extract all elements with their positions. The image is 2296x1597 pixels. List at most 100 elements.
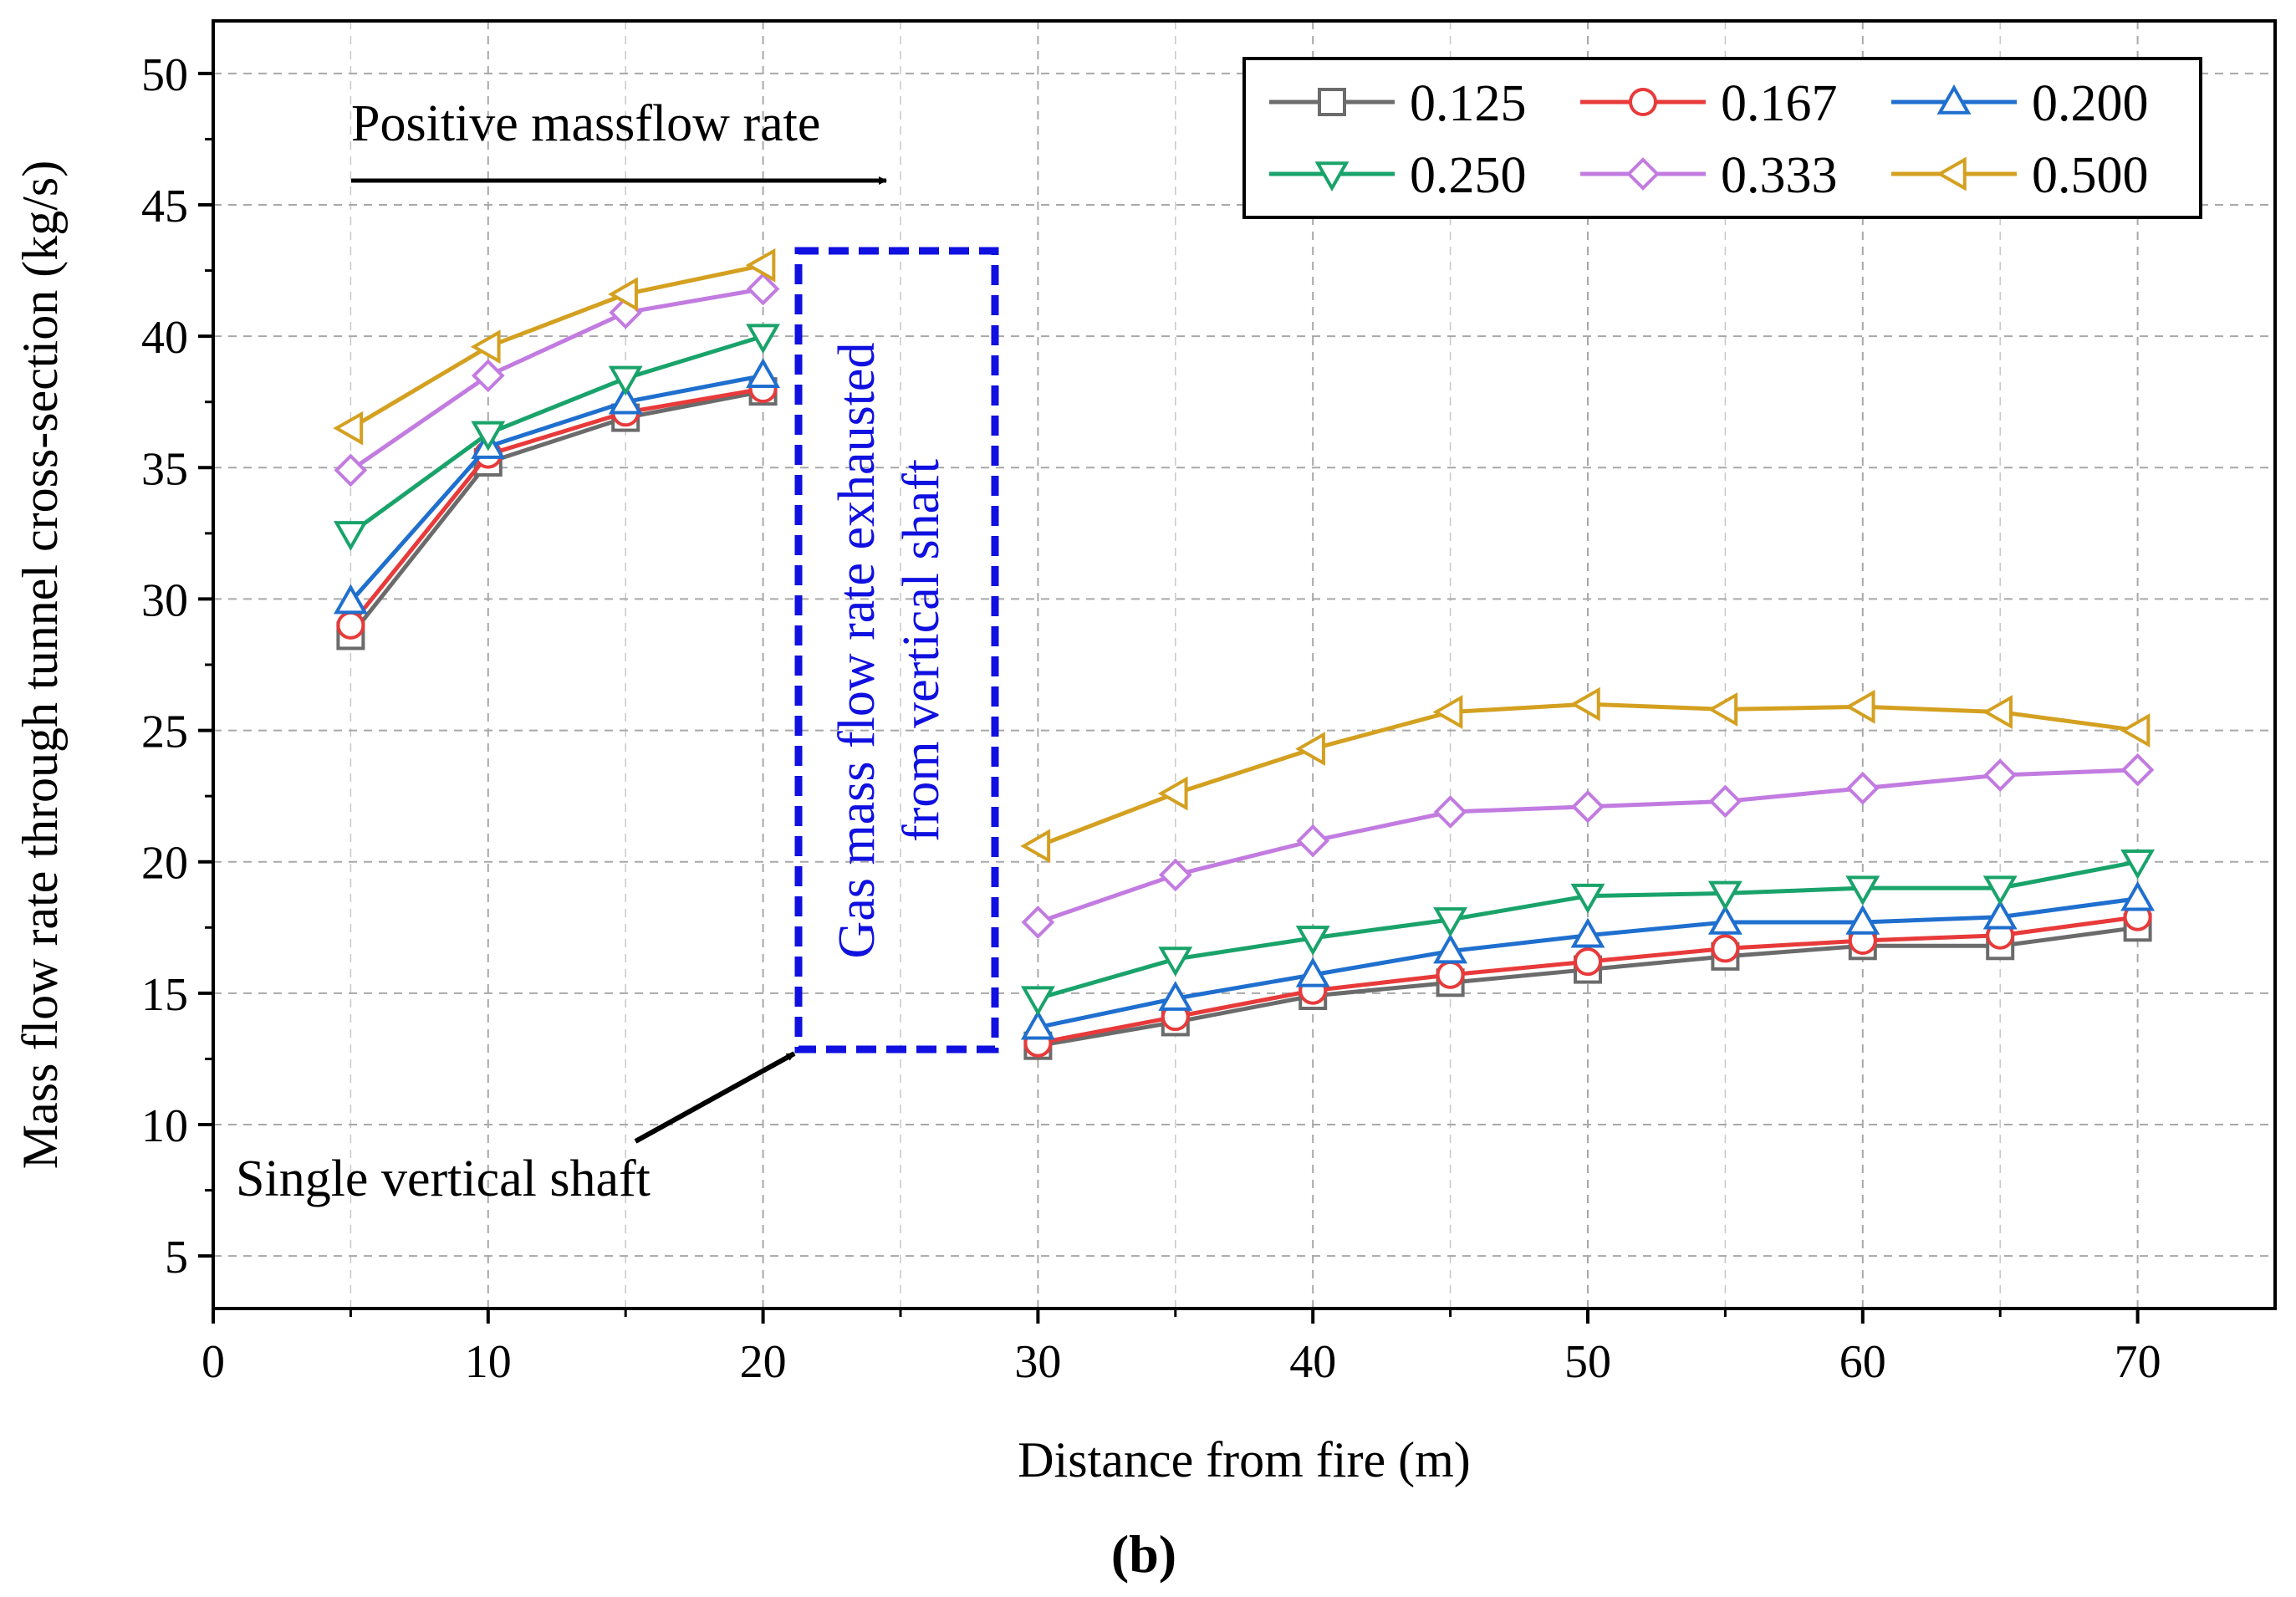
legend-item: 0.500: [1891, 147, 2149, 204]
x-tick-label: 60: [1839, 1336, 1886, 1388]
data-point: [1570, 883, 1605, 914]
data-point: [1436, 960, 1465, 989]
y-tick-label: 40: [141, 312, 188, 364]
series-0.333: [334, 272, 2155, 939]
data-point: [1707, 904, 1742, 935]
data-point: [608, 365, 643, 396]
x-tick-label: 0: [202, 1336, 225, 1388]
legend-item: 0.125: [1269, 75, 1527, 132]
data-point: [1845, 904, 1880, 935]
data-point: [1708, 784, 1742, 819]
y-tick-label: 35: [141, 443, 188, 495]
data-point: [1982, 899, 2018, 930]
series-line: [349, 386, 764, 627]
legend-item: 0.167: [1580, 75, 1838, 132]
y-tick-label: 45: [141, 181, 188, 232]
data-series: [333, 247, 2156, 1060]
x-tick-label: 30: [1014, 1336, 1061, 1388]
series-line: [349, 334, 764, 535]
x-tick-label: 10: [465, 1336, 512, 1388]
axes: 0 10 20 30 40 50 60 70 5 10 15 20 25 30 35 40 45 50: [141, 49, 2161, 1388]
data-point: [1844, 689, 1875, 724]
data-point: [470, 329, 501, 365]
data-point: [1982, 695, 2013, 730]
data-point: [608, 384, 643, 415]
data-point: [746, 324, 781, 355]
shaft-exhaust-label-line1: Gas mass flow rate exhausted: [829, 343, 885, 959]
x-tick-label: 40: [1289, 1336, 1336, 1388]
series-0.250: [333, 324, 2156, 1017]
data-point: [2120, 753, 2155, 787]
series-0.200: [333, 358, 2156, 1040]
data-point: [333, 411, 364, 446]
data-point: [745, 247, 776, 283]
data-point: [2120, 713, 2151, 748]
data-point: [333, 584, 368, 615]
y-tick-label: 5: [165, 1232, 188, 1283]
data-point: [1707, 880, 1742, 911]
legend-item: 0.250: [1269, 147, 1527, 204]
data-point: [1157, 776, 1188, 811]
panel-label: (b): [1111, 1524, 1176, 1584]
y-tick-label: 20: [141, 838, 188, 890]
data-point: [471, 421, 506, 452]
data-point: [1433, 933, 1468, 964]
data-point: [1295, 926, 1330, 956]
series-line: [349, 287, 764, 472]
data-point: [1845, 875, 1880, 906]
legend-label: 0.200: [2032, 75, 2149, 132]
legend-label: 0.333: [1721, 147, 1838, 204]
legend-swatch-marker: [1626, 157, 1660, 191]
data-point: [1707, 691, 1738, 727]
legend-swatch-marker: [1936, 84, 1972, 115]
y-axis-title: Mass flow rate through tunnel cross-sect…: [13, 161, 68, 1169]
data-point: [471, 359, 505, 393]
data-point: [1158, 946, 1193, 977]
single-shaft-label: Single vertical shaft: [236, 1151, 651, 1207]
series-line: [349, 389, 764, 637]
data-point: [336, 610, 365, 640]
series-0.167: [336, 375, 2152, 1058]
data-point: [1020, 1009, 1055, 1040]
data-point: [2120, 880, 2156, 911]
data-point: [1845, 771, 1880, 805]
data-point: [746, 358, 781, 389]
y-tick-label: 30: [141, 574, 188, 626]
data-point: [1295, 957, 1330, 987]
single-shaft-arrow: [634, 1051, 796, 1144]
series-line: [349, 373, 764, 604]
data-point: [1983, 758, 2018, 792]
x-tick-label: 20: [740, 1336, 787, 1388]
legend: 0.125 0.167 0.200 0.250 0.333 0.500: [1242, 57, 2202, 219]
data-point: [2120, 849, 2156, 880]
data-point: [1982, 875, 2018, 906]
x-tick-label: 70: [2115, 1336, 2161, 1388]
series-0.125: [336, 377, 2152, 1060]
data-point: [1569, 686, 1600, 722]
data-point: [1571, 789, 1605, 824]
data-point: [1158, 981, 1193, 1011]
legend-swatch-marker: [1318, 88, 1346, 116]
data-point: [1711, 934, 1740, 963]
series-0.500: [333, 247, 2151, 864]
shaft-exhaust-label-line2: from vertical shaft: [893, 459, 950, 842]
series-line: [350, 263, 764, 431]
data-point: [1021, 906, 1055, 939]
legend-swatch-marker: [1629, 88, 1657, 116]
legend-swatch-marker: [1314, 161, 1350, 192]
data-point: [1570, 917, 1605, 948]
data-point: [333, 521, 368, 551]
data-point: [334, 453, 368, 487]
legend-swatch-marker: [1936, 156, 1967, 191]
y-tick-label: 25: [141, 707, 188, 758]
legend-item: 0.200: [1891, 75, 2149, 132]
shaft-exhaust-box: [794, 247, 999, 1054]
data-point: [1296, 824, 1330, 858]
y-tick-label: 15: [141, 969, 188, 1021]
data-point: [1432, 695, 1463, 730]
legend-item: 0.333: [1580, 147, 1838, 204]
positive-flow-label: Positive massflow rate: [351, 95, 820, 152]
grid-lines: [213, 21, 2275, 1309]
legend-label: 0.250: [1410, 147, 1527, 204]
data-point: [1295, 732, 1325, 767]
